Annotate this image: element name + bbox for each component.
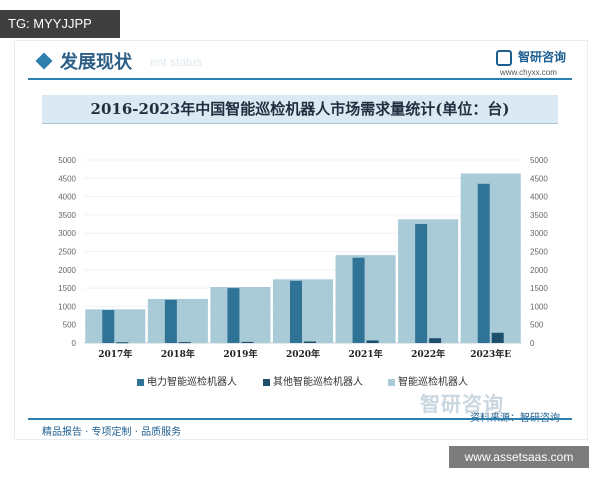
x-tick-label: 2018年 <box>161 348 195 360</box>
bar-total <box>210 287 271 343</box>
bar-total <box>460 173 521 343</box>
bar-total <box>85 309 146 343</box>
y-tick-left: 2500 <box>58 248 76 257</box>
bar-total <box>398 219 459 343</box>
legend-swatch-electric <box>137 378 144 386</box>
x-tick-label: 2019年 <box>223 348 257 360</box>
y-tick-left: 3500 <box>58 211 76 220</box>
bar-other <box>178 342 191 344</box>
bar-electric <box>290 280 302 343</box>
logo-icon <box>496 50 512 66</box>
footer-divider <box>28 418 572 420</box>
y-tick-right: 5000 <box>530 156 548 165</box>
y-tick-left: 3000 <box>58 229 76 238</box>
watermark-logo: 智研咨询 <box>420 392 504 416</box>
y-tick-left: 4500 <box>58 174 76 183</box>
legend-swatch-other <box>263 378 270 386</box>
bar-electric <box>352 257 365 343</box>
bar-total <box>147 298 208 343</box>
bar-other <box>304 341 316 343</box>
y-tick-left: 500 <box>63 321 77 330</box>
legend-item-total: 智能巡检机器人 <box>388 373 468 388</box>
y-tick-left: 5000 <box>58 156 76 165</box>
y-tick-left: 1000 <box>58 302 76 311</box>
bar-other <box>241 341 254 343</box>
source-note: 资料来源：智研咨询 <box>470 409 560 424</box>
y-tick-left: 0 <box>72 339 77 348</box>
y-tick-right: 4500 <box>530 174 548 183</box>
top-tag: TG: MYYJJPP <box>0 10 120 38</box>
y-tick-right: 1000 <box>530 302 548 311</box>
legend-label-other: 其他智能巡检机器人 <box>273 377 363 388</box>
legend-item-other: 其他智能巡检机器人 <box>263 373 363 388</box>
legend-swatch-total <box>388 378 395 386</box>
x-tick-label: 2021年 <box>349 348 383 360</box>
bar-other <box>491 332 504 343</box>
y-tick-left: 1500 <box>58 284 76 293</box>
logo-url: www.chyxx.com <box>500 68 557 77</box>
header-divider <box>28 78 572 80</box>
x-tick-label: 2017年 <box>98 348 132 360</box>
bar-total <box>272 279 334 343</box>
logo-name: 智研咨询 <box>518 50 567 64</box>
bar-electric <box>164 299 177 343</box>
x-tick-label: 2020年 <box>286 348 320 360</box>
chart-title-bar <box>42 95 558 124</box>
ghost-text: ent status <box>150 55 203 69</box>
bar-other <box>429 338 442 343</box>
bar-other <box>366 340 379 343</box>
y-tick-left: 2000 <box>58 266 76 275</box>
y-tick-right: 3500 <box>530 211 548 220</box>
bar-electric <box>477 183 490 343</box>
y-tick-left: 4000 <box>58 193 76 202</box>
asset-badge: www.assetsaas.com <box>449 446 589 468</box>
bar-electric <box>415 224 428 343</box>
legend-item-electric: 电力智能巡检机器人 <box>137 373 237 388</box>
bar-electric <box>227 288 240 343</box>
footer-slogan: 精品报告 · 专项定制 · 品质服务 <box>42 427 182 438</box>
y-tick-right: 0 <box>530 339 535 348</box>
legend-label-total: 智能巡检机器人 <box>398 377 468 388</box>
y-tick-right: 1500 <box>530 284 548 293</box>
x-tick-label: 2023年E <box>470 348 511 360</box>
y-tick-right: 500 <box>530 321 544 330</box>
y-tick-right: 2500 <box>530 248 548 257</box>
y-tick-right: 3000 <box>530 229 548 238</box>
chart-title: 2016-2023年中国智能巡检机器人市场需求量统计(单位：台) <box>90 100 510 118</box>
bar-other <box>116 342 129 344</box>
legend-label-electric: 电力智能巡检机器人 <box>147 377 237 388</box>
y-tick-right: 2000 <box>530 266 548 275</box>
bar-total <box>335 255 396 343</box>
bar-electric <box>102 310 115 343</box>
y-tick-right: 4000 <box>530 193 548 202</box>
section-title: 发展现状 <box>60 52 132 73</box>
x-tick-label: 2022年 <box>411 348 445 360</box>
